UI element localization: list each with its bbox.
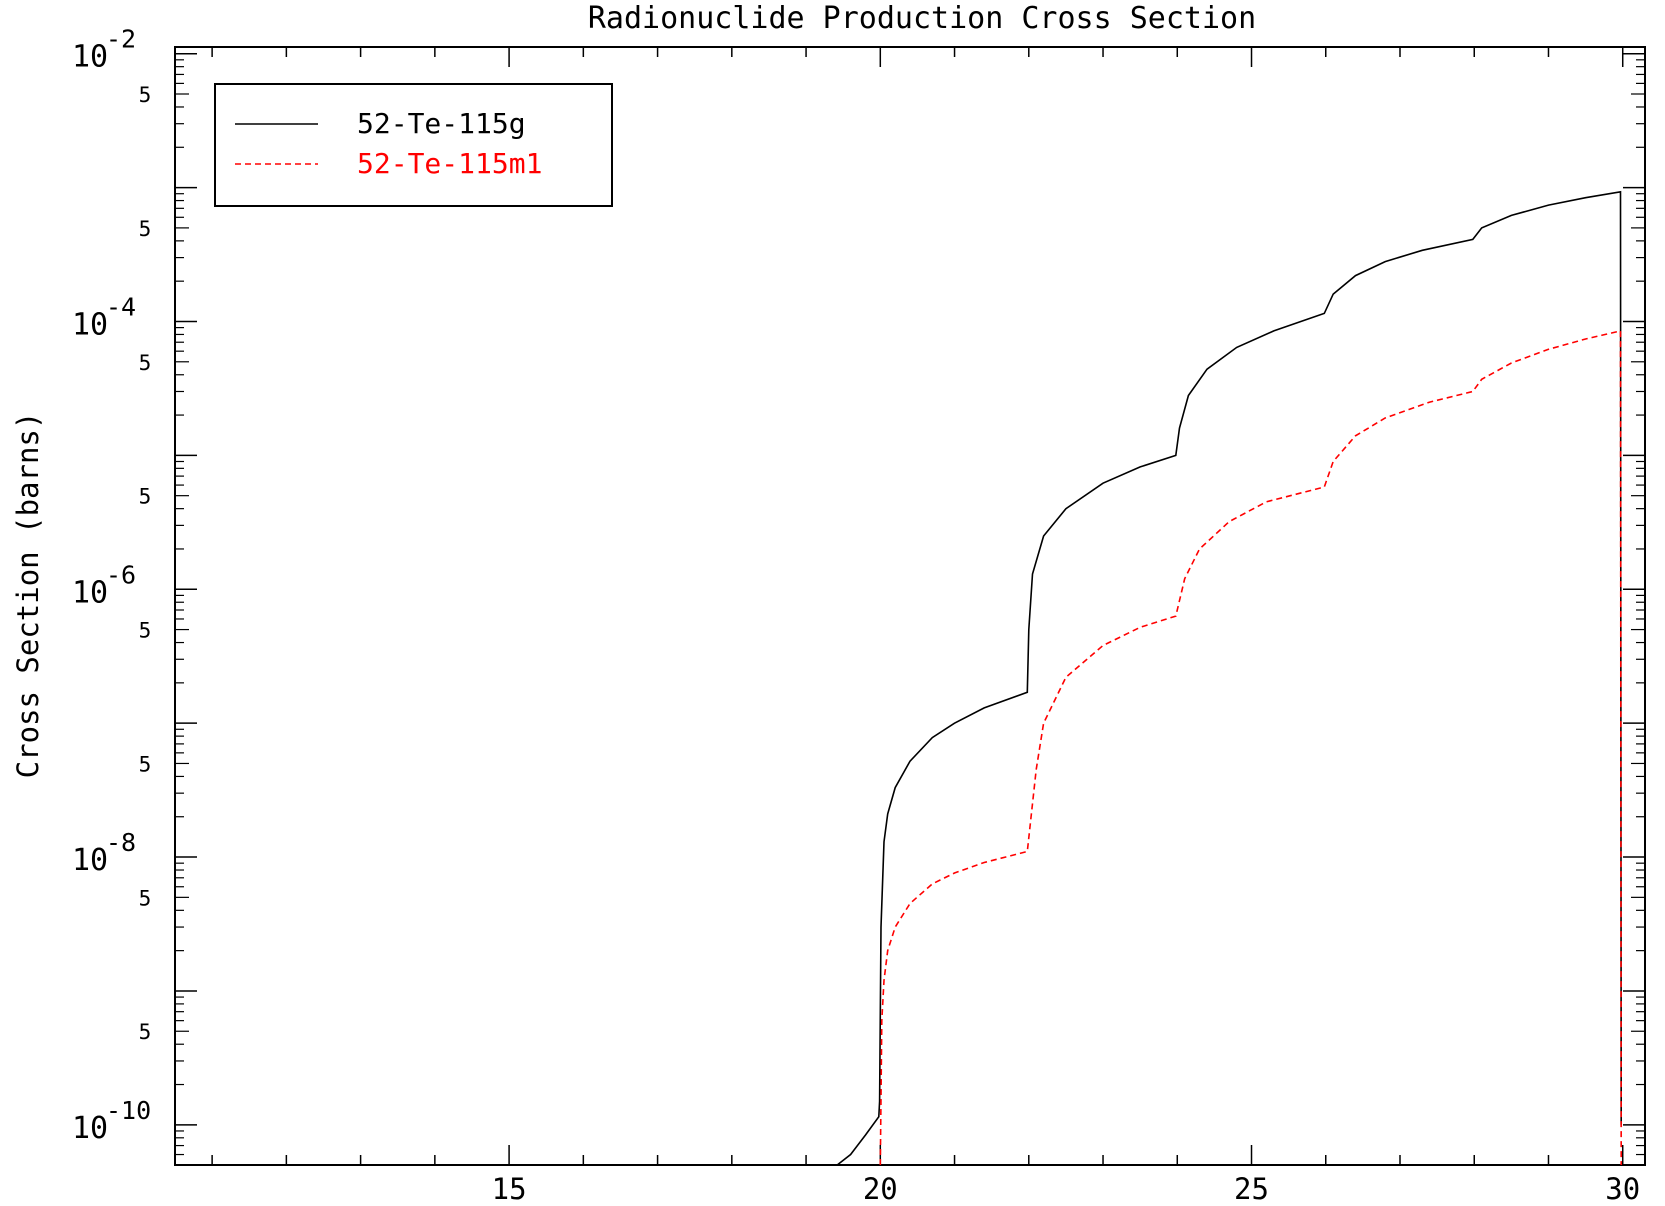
y-tick-label-base: 10 <box>72 843 108 878</box>
y-tick-label-exp: -2 <box>106 25 136 54</box>
y-tick-label-base: 10 <box>72 575 108 610</box>
x-tick-label: 15 <box>492 1172 527 1206</box>
y-tick-label-exp: -10 <box>106 1096 151 1125</box>
y-minor-tick-label: 5 <box>139 619 152 643</box>
legend-label-te115g: 52-Te-115g <box>357 107 526 140</box>
legend: 52-Te-115g 52-Te-115m1 <box>214 83 613 207</box>
y-minor-tick-label: 5 <box>139 1020 152 1044</box>
y-minor-tick-label: 5 <box>139 217 152 241</box>
series-line-te115g <box>836 190 1622 1165</box>
y-minor-tick-label: 5 <box>139 351 152 375</box>
y-tick-label-base: 10 <box>72 40 108 75</box>
y-tick-label-base: 10 <box>72 307 108 342</box>
y-tick-label-exp: -8 <box>106 828 136 857</box>
legend-label-te115m1: 52-Te-115m1 <box>357 147 542 180</box>
y-minor-tick-label: 5 <box>139 83 152 107</box>
x-tick-label: 25 <box>1234 1172 1269 1206</box>
series-layer <box>836 190 1622 1165</box>
series-line-te115m1 <box>879 329 1622 1165</box>
y-minor-tick-label: 5 <box>139 485 152 509</box>
y-minor-tick-label: 5 <box>139 886 152 910</box>
chart-title: Radionuclide Production Cross Section <box>588 1 1256 36</box>
plot-frame <box>174 46 1646 1166</box>
y-tick-label-base: 10 <box>72 1111 108 1146</box>
y-tick-label-exp: -4 <box>106 292 136 321</box>
y-tick-label-exp: -6 <box>106 560 136 589</box>
y-axis-label: Cross Section (barns) <box>11 412 45 779</box>
y-minor-tick-label: 5 <box>139 752 152 776</box>
legend-box <box>214 83 613 207</box>
x-tick-label: 20 <box>863 1172 898 1206</box>
x-tick-label: 30 <box>1605 1172 1640 1206</box>
